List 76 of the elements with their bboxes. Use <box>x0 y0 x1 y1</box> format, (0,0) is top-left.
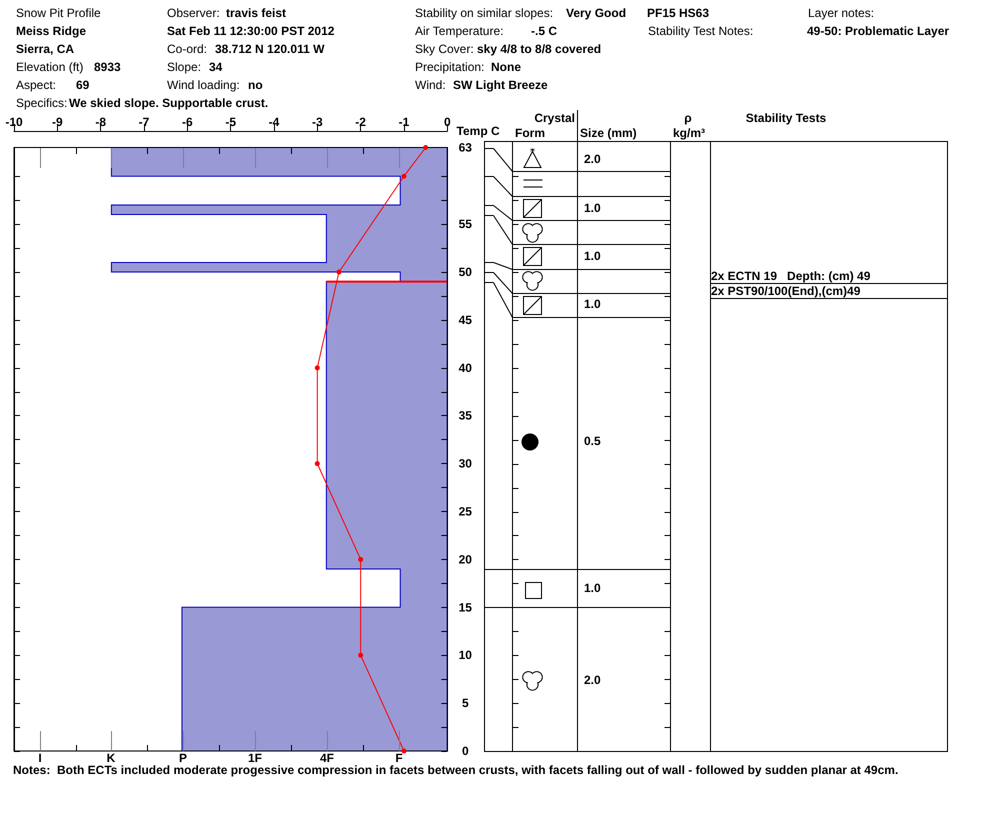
text: Observer: <box>167 6 220 20</box>
annotation: 1F <box>248 751 262 765</box>
text: Stability Tests <box>746 111 826 125</box>
text: Sky Cover: <box>415 42 474 56</box>
y-tick-label: 63 <box>458 140 472 154</box>
y-tick-label: 35 <box>458 408 472 423</box>
text: 1.0 <box>584 297 601 311</box>
text: PF15 HS63 <box>647 6 710 20</box>
y-tick-label: 50 <box>458 265 472 280</box>
y-tick-label: 5 <box>462 696 469 710</box>
text: Elevation (ft) <box>16 60 84 74</box>
annotation: P <box>178 751 187 765</box>
text: -.5 C <box>531 24 558 38</box>
chart-title: Snow Pit Profile <box>16 6 101 20</box>
y-tick-label: 55 <box>458 217 472 232</box>
text: Size (mm) <box>580 126 637 140</box>
text: Co-ord: <box>167 42 208 56</box>
text: no <box>248 78 263 92</box>
text: Wind: <box>415 78 446 92</box>
text: Precipitation: <box>415 60 484 74</box>
text: Sierra, CA <box>16 42 74 56</box>
text: Aspect: <box>16 78 56 92</box>
annotation: F <box>395 751 403 765</box>
x-tick-label: -8 <box>95 115 106 129</box>
text: Wind loading: <box>167 78 240 92</box>
y-tick-label: 15 <box>458 600 472 614</box>
text: 0.5 <box>584 434 601 448</box>
x-tick-label: -1 <box>398 115 410 129</box>
text: Stability Test Notes: <box>648 24 754 38</box>
text: ρ <box>684 111 692 125</box>
annotation: 4F <box>320 751 334 765</box>
annotation: I <box>38 751 42 765</box>
y-tick-label: 30 <box>458 456 472 471</box>
text: None <box>491 60 521 74</box>
text: travis feist <box>226 6 286 20</box>
x-tick-label: -10 <box>5 115 23 129</box>
x-tick-label: -4 <box>268 115 280 129</box>
text: Notes: Both ECTs included moderate progessive compression in facets between crusts, with facets falling out of wall - followed by sudden planar at 49cm. <box>13 763 898 777</box>
y-tick-label: 25 <box>458 504 472 519</box>
text: Sat Feb 11 12:30:00 PST 2012 <box>167 24 334 38</box>
x-axis-title: Temp C <box>456 124 500 138</box>
text: 1.0 <box>584 249 601 263</box>
text: Specifics: <box>16 96 68 110</box>
text: Form <box>515 126 545 140</box>
text: SW Light Breeze <box>453 78 548 92</box>
text: 69 <box>76 78 90 92</box>
text: Layer notes: <box>808 6 874 20</box>
text: We skied slope. Supportable crust. <box>69 96 268 110</box>
text: 1.0 <box>584 201 601 215</box>
y-tick-label: 40 <box>458 360 472 375</box>
x-tick-label: -7 <box>138 115 150 129</box>
text: Crystal <box>534 111 575 125</box>
text: 34 <box>209 60 222 74</box>
annotation: K <box>106 751 116 765</box>
text: sky 4/8 to 8/8 covered <box>477 42 602 56</box>
y-tick-label: 0 <box>462 744 469 758</box>
text: 2x PST90/100(End),(cm)49 <box>711 284 860 298</box>
text: 38.712 N 120.011 W <box>215 42 324 56</box>
text: Stability on similar slopes: <box>415 6 554 20</box>
x-tick-label: -5 <box>225 115 236 129</box>
text: Very Good <box>566 6 626 20</box>
y-tick-label: 45 <box>458 312 472 327</box>
y-tick-label: 10 <box>458 648 472 662</box>
text: 8933 <box>94 60 121 74</box>
x-tick-label: -6 <box>182 115 193 129</box>
text: 2.0 <box>584 152 601 166</box>
text: 2x ECTN 19 Depth: (cm) 49 <box>711 269 870 283</box>
text: 1.0 <box>584 581 601 595</box>
text: 49-50: Problematic Layer <box>807 24 950 38</box>
text: kg/m³ <box>672 126 705 140</box>
x-tick-label: 0 <box>444 115 451 129</box>
text: Air Temperature: <box>415 24 504 38</box>
text: Meiss Ridge <box>16 24 86 38</box>
y-tick-label: 20 <box>458 552 472 566</box>
text: Slope: <box>167 60 202 74</box>
text: 2.0 <box>584 673 601 687</box>
